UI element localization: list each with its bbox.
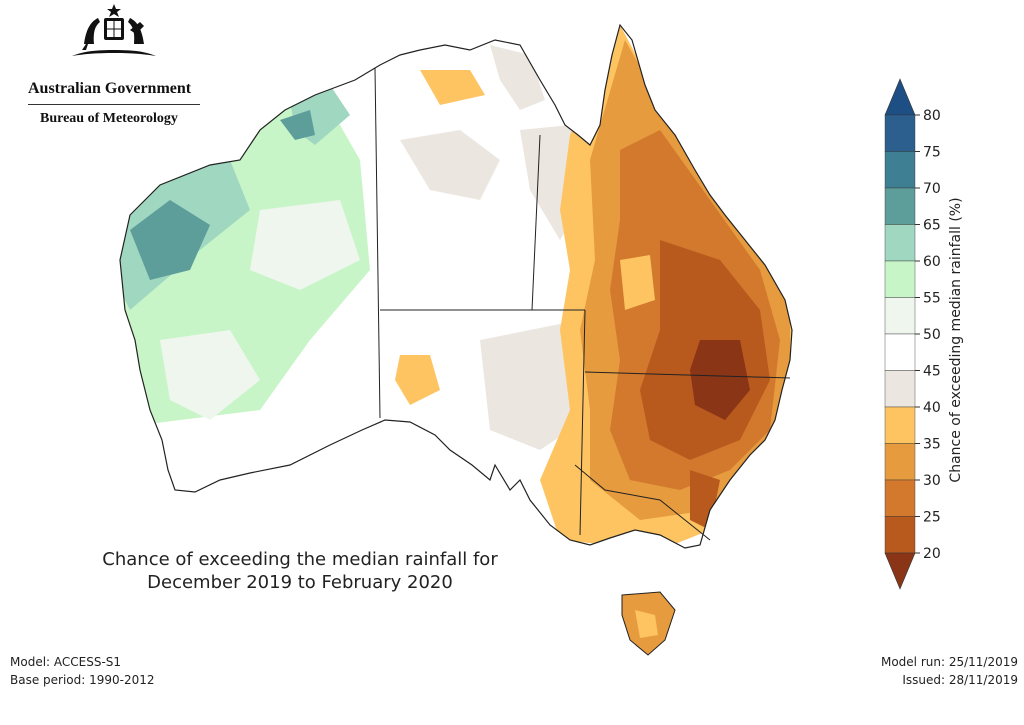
colorbar-band-60_65 — [884, 224, 916, 262]
colorbar-tick-label: 20 — [923, 546, 941, 562]
coat-of-arms-icon — [72, 4, 156, 56]
colorbar-extend-bottom — [884, 552, 916, 590]
colorbar-band-40_45 — [884, 370, 916, 408]
agency-name: Bureau of Meteorology — [40, 111, 178, 126]
colorbar-tick-label: 45 — [923, 364, 941, 380]
base-period: Base period: 1990-2012 — [10, 673, 155, 687]
issued-date: Issued: 28/11/2019 — [902, 673, 1018, 687]
colorbar-band-45_50 — [884, 333, 916, 371]
colorbar-band-20_25 — [884, 516, 916, 554]
colorbar-extend-top — [884, 78, 916, 116]
colorbar-tick-label: 60 — [923, 254, 941, 270]
model-info: Model: ACCESS-S1 Base period: 1990-2012 — [10, 653, 155, 689]
colorbar-tick-label: 35 — [923, 437, 941, 453]
colorbar-band-75_80 — [884, 114, 916, 152]
colorbar-tick-label: 70 — [923, 181, 941, 197]
colorbar-band-55_60 — [884, 260, 916, 298]
colorbar-title: Chance of exceeding median rainfall (%) — [948, 197, 964, 483]
colorbar-tick-label: 40 — [923, 400, 941, 416]
rainfall-outlook-map — [119, 24, 793, 656]
issue-info: Model run: 25/11/2019 Issued: 28/11/2019 — [881, 653, 1018, 689]
state-borders — [374, 67, 791, 541]
colorbar-band-65_70 — [884, 187, 916, 225]
colorbar-tick-label: 80 — [923, 108, 941, 124]
colorbar-band-50_55 — [884, 297, 916, 335]
colorbar-tick-label: 55 — [923, 291, 941, 307]
colorbar-band-70_75 — [884, 151, 916, 189]
header-divider — [28, 104, 200, 105]
map-caption: Chance of exceeding the median rainfall … — [60, 548, 540, 594]
colorbar-tick-label: 75 — [923, 145, 941, 161]
colorbar-band-30_35 — [884, 443, 916, 481]
colorbar-legend: 80 75 70 65 60 55 50 45 40 35 30 25 20 — [884, 78, 941, 590]
government-name: Australian Government — [28, 80, 192, 97]
colorbar-tick-label: 50 — [923, 327, 941, 343]
colorbar-tick-label: 30 — [923, 473, 941, 489]
model-name: Model: ACCESS-S1 — [10, 655, 122, 669]
colorbar-band-35_40 — [884, 406, 916, 444]
colorbar-tick-label: 65 — [923, 218, 941, 234]
colorbar-tick-label: 25 — [923, 510, 941, 526]
colorbar-band-25_30 — [884, 479, 916, 517]
caption-line-2: December 2019 to February 2020 — [147, 572, 453, 593]
caption-line-1: Chance of exceeding the median rainfall … — [102, 549, 498, 570]
model-run-date: Model run: 25/11/2019 — [880, 655, 1018, 669]
tasmania — [621, 591, 676, 656]
